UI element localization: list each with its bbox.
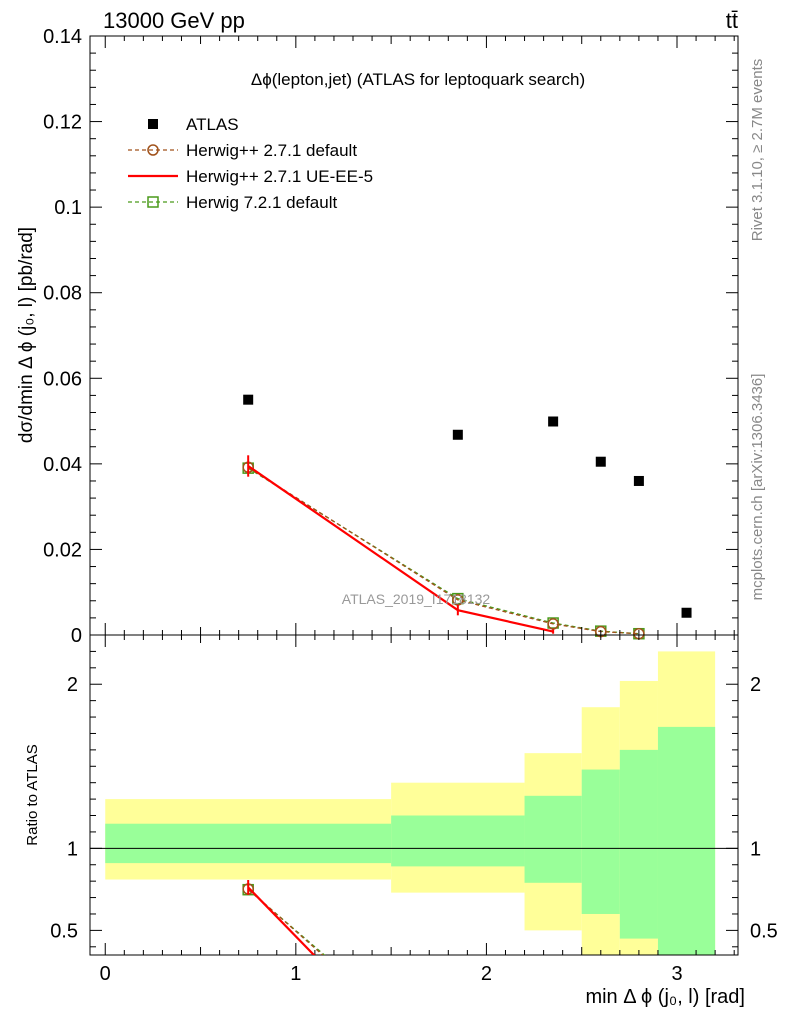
atlas-data-point	[243, 394, 254, 405]
herwigpp-default-marker	[547, 618, 559, 630]
ratio-y-tick-label: 1	[67, 838, 78, 860]
atlas-data-point	[681, 607, 692, 618]
ratio-y-tick-label-right: 1	[750, 838, 761, 860]
stat-uncertainty-band	[105, 823, 392, 864]
rivet-version-label: Rivet 3.1.10, ≥ 2.7M events	[749, 59, 766, 242]
ratio-y-tick-label: 2	[67, 674, 78, 696]
herwig7-default-line	[247, 467, 639, 635]
ratio-y-tick-label-right: 0.5	[750, 920, 778, 942]
legend-entry-label: Herwig++ 2.7.1 default	[186, 141, 357, 160]
x-tick-label: 0	[100, 963, 111, 985]
main-panel: 0 0.02 0.04 0.06 0.08 0.1 0.12 0.14	[43, 26, 739, 955]
stat-uncertainty-band	[657, 726, 716, 955]
y-tick-label: 0.04	[43, 454, 82, 476]
x-tick-label: 2	[481, 963, 492, 985]
y-tick-label: 0.02	[43, 539, 82, 561]
ratio-frame	[89, 634, 739, 956]
ratio-y-axis-label: Ratio to ATLAS	[24, 744, 41, 845]
legend-herwigpp-default-marker	[147, 144, 159, 156]
legend-entry-label: Herwig++ 2.7.1 UE-EE-5	[186, 167, 373, 186]
atlas-data-point	[633, 475, 644, 486]
ratio-series	[242, 880, 326, 955]
y-axis-label: dσ/dmin Δ ϕ (j₀, l) [pb/rad]	[16, 227, 37, 443]
labels: 13000 GeV pp tt̄ Δϕ(lepton,jet) (ATLAS f…	[16, 8, 766, 1008]
legend: ATLAS Herwig++ 2.7.1 default Herwig++ 2.7.…	[128, 115, 373, 212]
process-label: tt̄	[726, 8, 738, 33]
legend-herwig7-default-marker	[147, 196, 159, 208]
atlas-data-point	[548, 416, 559, 427]
y-tick-label: 0.06	[43, 368, 82, 390]
x-tick-label: 1	[290, 963, 301, 985]
atlas-data-point	[452, 429, 463, 440]
y-tick-label: 0.14	[43, 26, 82, 48]
ratio-y-tick-label: 0.5	[50, 920, 78, 942]
stat-uncertainty-band	[391, 815, 525, 867]
ratio-y-tick-label-right: 2	[750, 674, 761, 696]
watermark: ATLAS_2019_I1718132	[342, 591, 491, 607]
mcplots-label: mcplots.cern.ch [arXiv:1306.3436]	[749, 374, 766, 601]
stat-uncertainty-band	[524, 795, 582, 883]
herwigpp-default-line	[247, 466, 639, 635]
legend-entry-label: ATLAS	[186, 115, 239, 134]
x-tick-label: 3	[671, 963, 682, 985]
y-tick-label: 0.08	[43, 283, 82, 305]
y-tick-label: 0	[71, 625, 82, 647]
x-axis-label: min Δ ϕ (j₀, l) [rad]	[585, 986, 745, 1008]
ueee5-ratio-line	[247, 886, 316, 955]
ratio-panel: 0 1 2 3 0.5 0.5 1 1 2 2	[50, 36, 778, 985]
chart-title: Δϕ(lepton,jet) (ATLAS for leptoquark sea…	[251, 70, 585, 89]
main-series	[242, 394, 692, 640]
herwigpp-default-marker	[452, 594, 464, 606]
stat-uncertainty-band	[619, 749, 658, 939]
stat-uncertainty-band	[581, 769, 620, 914]
ratio-bands	[90, 651, 738, 955]
y-tick-label: 0.12	[43, 112, 82, 134]
atlas-data-point	[595, 456, 606, 467]
energy-label: 13000 GeV pp	[103, 8, 245, 33]
legend-entry-label: Herwig 7.2.1 default	[186, 193, 337, 212]
y-tick-label: 0.1	[54, 197, 82, 219]
legend-atlas-marker	[148, 119, 158, 129]
